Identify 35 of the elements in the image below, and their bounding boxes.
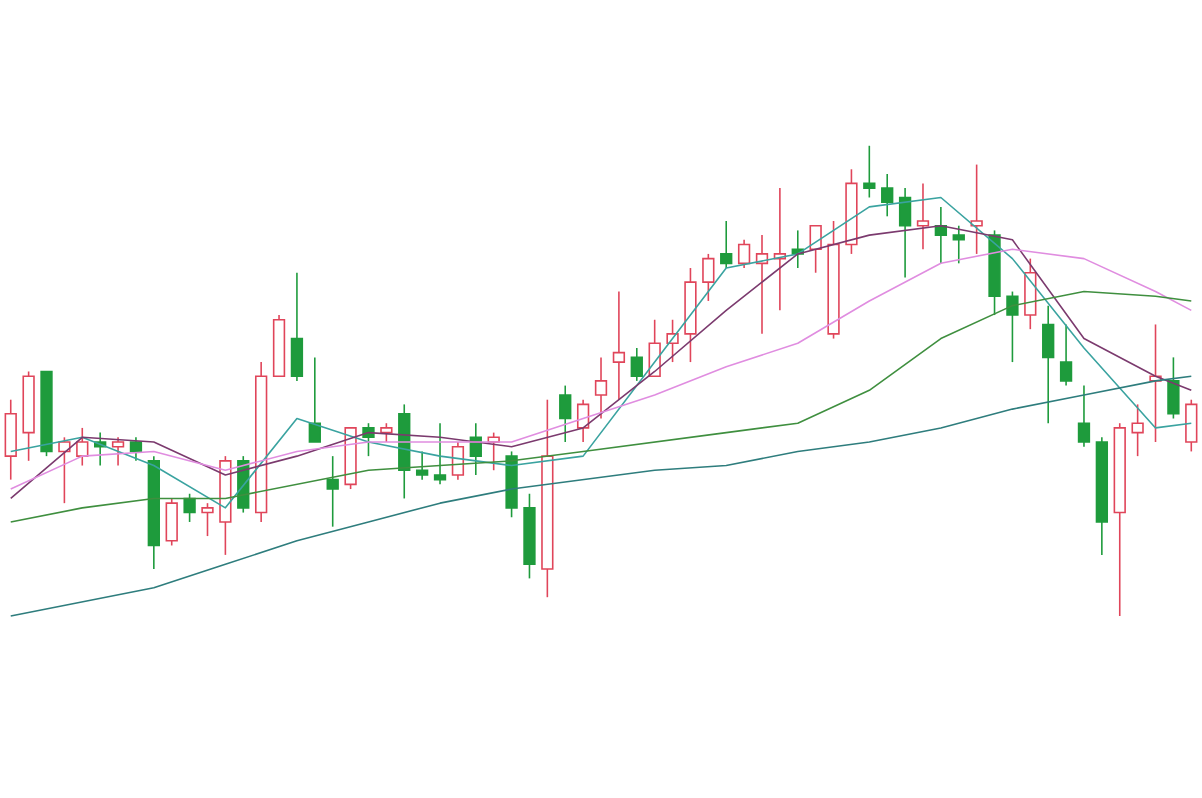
candlestick [1006, 290, 1019, 363]
candlestick [290, 271, 304, 382]
candlestick [111, 436, 125, 467]
candlestick [809, 224, 822, 274]
candlestick [415, 450, 429, 481]
candlestick [4, 398, 17, 481]
candlestick [129, 436, 143, 462]
candlestick [612, 290, 626, 401]
candlestick [970, 163, 983, 255]
candlestick [58, 436, 71, 504]
candlestick [630, 347, 643, 382]
candlestick [1042, 304, 1055, 425]
candlestick [183, 492, 196, 523]
candlestick [1077, 384, 1091, 448]
candlestick [1167, 356, 1180, 420]
candlestick [76, 427, 89, 467]
candlestick [863, 144, 876, 199]
candlestick [881, 173, 894, 218]
candlestick [1185, 398, 1198, 453]
candlestick [308, 356, 321, 443]
candlestick [433, 422, 447, 486]
candlestick [380, 422, 393, 443]
candlestick [952, 224, 965, 265]
candlestick [594, 356, 608, 420]
candlestick [916, 182, 930, 251]
candlestick [559, 384, 572, 443]
candlestick [1131, 403, 1144, 457]
candlestick [1059, 323, 1073, 387]
candlestick [737, 239, 751, 269]
candlestick [702, 253, 715, 302]
candlestick [898, 187, 912, 279]
candlestick [720, 220, 733, 269]
candlestick [165, 497, 178, 547]
candlestick [326, 455, 339, 528]
candlestick [201, 502, 214, 537]
